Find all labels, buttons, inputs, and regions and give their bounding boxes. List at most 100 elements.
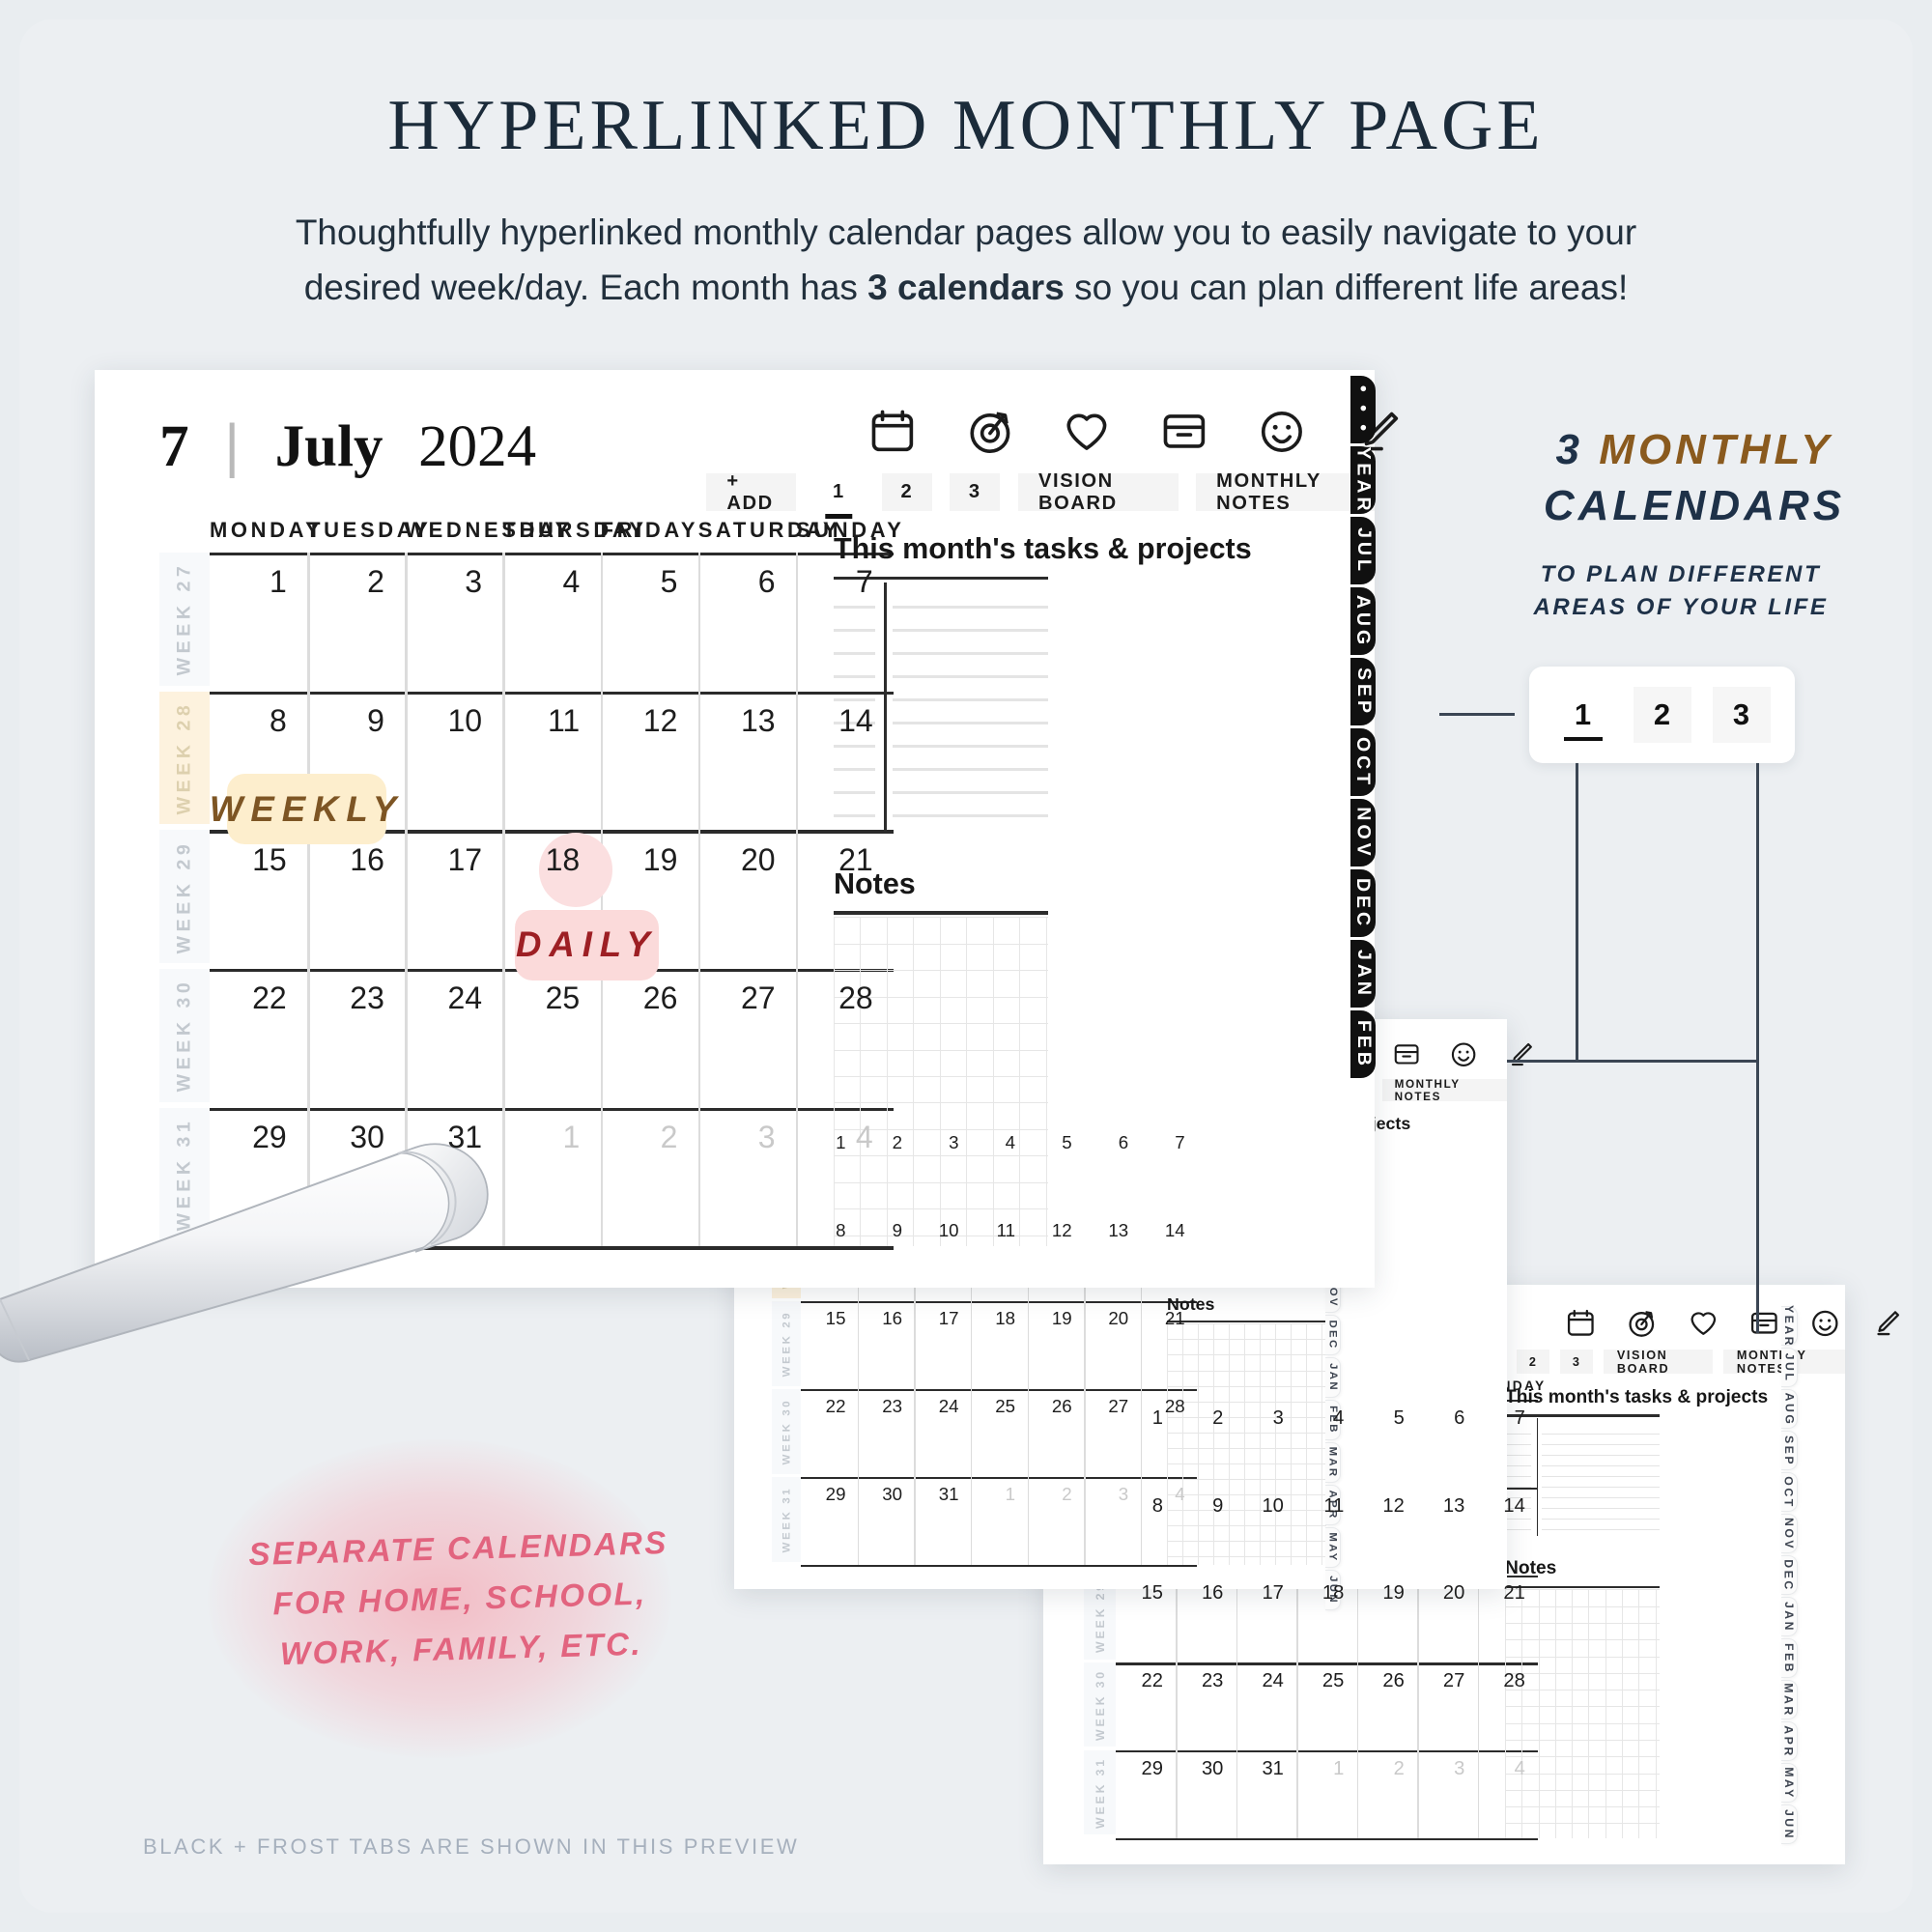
task-checkbox-line-2[interactable] (834, 652, 875, 655)
day-number-16-r2[interactable]: 16 (350, 841, 384, 877)
task-text-line-4[interactable] (893, 698, 1048, 701)
calendar-tab-3[interactable]: 3 (950, 472, 1001, 512)
day-number-3-r0[interactable]: 3 (465, 564, 483, 600)
day-number-24-r3[interactable]: 24 (1262, 1670, 1284, 1692)
day-number-6-r0[interactable]: 6 (1454, 1406, 1465, 1429)
calendar-tab-1[interactable]: 1 (813, 473, 864, 520)
day-number-20-r2[interactable]: 20 (1442, 1582, 1465, 1605)
heart-icon[interactable] (1688, 1307, 1719, 1339)
day-number-29-r4[interactable]: 29 (1141, 1757, 1163, 1779)
day-number-4-r0[interactable]: 4 (562, 564, 581, 600)
day-number-1-r4[interactable]: 1 (1333, 1757, 1345, 1779)
day-number-25-r3[interactable]: 25 (545, 980, 581, 1016)
day-number-31-r4[interactable]: 31 (938, 1484, 959, 1505)
day-number-13-r1[interactable]: 13 (1442, 1494, 1465, 1517)
month-tab-may[interactable]: MAY (1325, 1527, 1341, 1568)
day-number-3-r0[interactable]: 3 (1272, 1406, 1284, 1429)
inbox-icon[interactable] (1392, 1039, 1421, 1068)
day-number-19-r2[interactable]: 19 (1051, 1308, 1072, 1329)
day-number-25-r3[interactable]: 25 (1321, 1670, 1345, 1692)
day-number-14-r1[interactable]: 14 (1503, 1494, 1525, 1517)
day-number-17-r2[interactable]: 17 (938, 1308, 959, 1329)
day-number-30-r4[interactable]: 30 (882, 1484, 903, 1505)
day-number-10-r1[interactable]: 10 (1262, 1494, 1284, 1517)
month-tab-jul[interactable]: JUL (1781, 1348, 1798, 1387)
day-number-10-r1[interactable]: 10 (447, 702, 483, 738)
target-icon[interactable] (965, 406, 1015, 456)
day-number-20-r2[interactable]: 20 (740, 841, 776, 877)
planner-page-1[interactable]: 7 | July 2024 MONDAY TUESDAY WEDNESDAY THURSDAY… (95, 370, 1399, 1288)
day-number-22-r3[interactable]: 22 (1141, 1670, 1163, 1692)
day-number-16-r2[interactable]: 16 (1201, 1582, 1224, 1605)
day-number-12-r1[interactable]: 12 (642, 702, 678, 738)
day-number-7-r0[interactable]: 7 (1175, 1132, 1185, 1153)
task-text-line-8[interactable] (1542, 1518, 1660, 1520)
month-tab-apr[interactable]: APR (1325, 1485, 1341, 1525)
calendar-tab-3[interactable]: 3 (1560, 1350, 1593, 1375)
day-number-10-r1[interactable]: 10 (938, 1220, 959, 1241)
day-number-15-r2[interactable]: 15 (252, 841, 287, 877)
task-checkbox-line-9[interactable] (1505, 1528, 1531, 1531)
task-checkbox-line-5[interactable] (1505, 1486, 1531, 1489)
day-number-22-r3[interactable]: 22 (252, 980, 287, 1016)
day-number-5-r0[interactable]: 5 (660, 564, 678, 600)
pencil-icon[interactable] (1506, 1039, 1535, 1068)
task-checkbox-line-8[interactable] (1505, 1518, 1531, 1520)
day-number-5-r0[interactable]: 5 (1393, 1406, 1405, 1429)
day-number-26-r3[interactable]: 26 (642, 980, 678, 1016)
task-checkbox-line-4[interactable] (1505, 1475, 1531, 1478)
day-number-30-r4[interactable]: 30 (350, 1119, 384, 1154)
add-button[interactable]: + ADD (706, 470, 797, 514)
day-number-1-r0[interactable]: 1 (1151, 1406, 1163, 1429)
task-checkbox-line-7[interactable] (834, 768, 875, 771)
month-tab-feb[interactable]: FEB (1325, 1400, 1341, 1440)
smiley-icon[interactable] (1809, 1307, 1841, 1339)
task-text-line-2[interactable] (893, 652, 1048, 655)
month-tab-oct[interactable]: OCT (1350, 728, 1376, 796)
task-checkbox-line-5[interactable] (834, 722, 875, 724)
day-number-27-r3[interactable]: 27 (1442, 1670, 1465, 1692)
day-number-4-r4[interactable]: 4 (855, 1119, 873, 1154)
task-checkbox-line-0[interactable] (834, 606, 875, 609)
day-number-28-r3[interactable]: 28 (838, 980, 873, 1016)
month-tab-[interactable]: • • • (1350, 376, 1376, 443)
day-number-27-r3[interactable]: 27 (740, 980, 776, 1016)
target-icon[interactable] (1626, 1307, 1658, 1339)
day-number-18-r2[interactable]: 18 (545, 841, 581, 877)
calendar-tab-2[interactable]: 2 (1517, 1350, 1549, 1375)
day-number-2-r0[interactable]: 2 (892, 1132, 903, 1153)
day-number-8-r1[interactable]: 8 (1151, 1494, 1163, 1517)
day-number-3-r0[interactable]: 3 (949, 1132, 959, 1153)
day-number-11-r1[interactable]: 11 (1323, 1494, 1345, 1517)
day-number-12-r1[interactable]: 12 (1382, 1494, 1405, 1517)
day-number-8-r1[interactable]: 8 (269, 702, 287, 738)
day-number-3-r4[interactable]: 3 (1118, 1484, 1129, 1505)
month-tab-sep[interactable]: SEP (1350, 658, 1376, 725)
vision-board-button[interactable]: VISION BOARD (1017, 470, 1179, 514)
month-tab-year[interactable]: YEAR (1350, 446, 1376, 514)
month-tab-feb[interactable]: FEB (1350, 1010, 1376, 1078)
day-number-15-r2[interactable]: 15 (825, 1308, 846, 1329)
month-tab-dec[interactable]: DEC (1781, 1555, 1798, 1595)
day-number-7-r0[interactable]: 7 (855, 564, 873, 600)
month-tab-sep[interactable]: SEP (1781, 1431, 1798, 1470)
badge-weekly[interactable]: WEEKLY (210, 774, 396, 845)
month-tab-dec[interactable]: DEC (1350, 869, 1376, 937)
month-tab-mar[interactable]: MAR (1325, 1442, 1341, 1483)
task-checkbox-line-9[interactable] (834, 814, 875, 817)
task-checkbox-line-6[interactable] (1505, 1496, 1531, 1499)
task-text-line-9[interactable] (1542, 1528, 1660, 1531)
task-text-line-8[interactable] (893, 791, 1048, 794)
task-text-line-9[interactable] (893, 814, 1048, 817)
day-number-29-r4[interactable]: 29 (825, 1484, 846, 1505)
task-text-line-1[interactable] (1542, 1443, 1660, 1446)
month-tab-apr[interactable]: APR (1781, 1721, 1798, 1761)
task-text-line-6[interactable] (1542, 1496, 1660, 1499)
day-number-6-r0[interactable]: 6 (757, 564, 776, 600)
day-number-16-r2[interactable]: 16 (882, 1308, 903, 1329)
month-tab-nov[interactable]: NOV (1350, 799, 1376, 867)
month-tab-jan[interactable]: JAN (1325, 1357, 1341, 1398)
day-number-4-r0[interactable]: 4 (1333, 1406, 1345, 1429)
day-number-18-r2[interactable]: 18 (995, 1308, 1016, 1329)
day-number-28-r3[interactable]: 28 (1503, 1670, 1525, 1692)
